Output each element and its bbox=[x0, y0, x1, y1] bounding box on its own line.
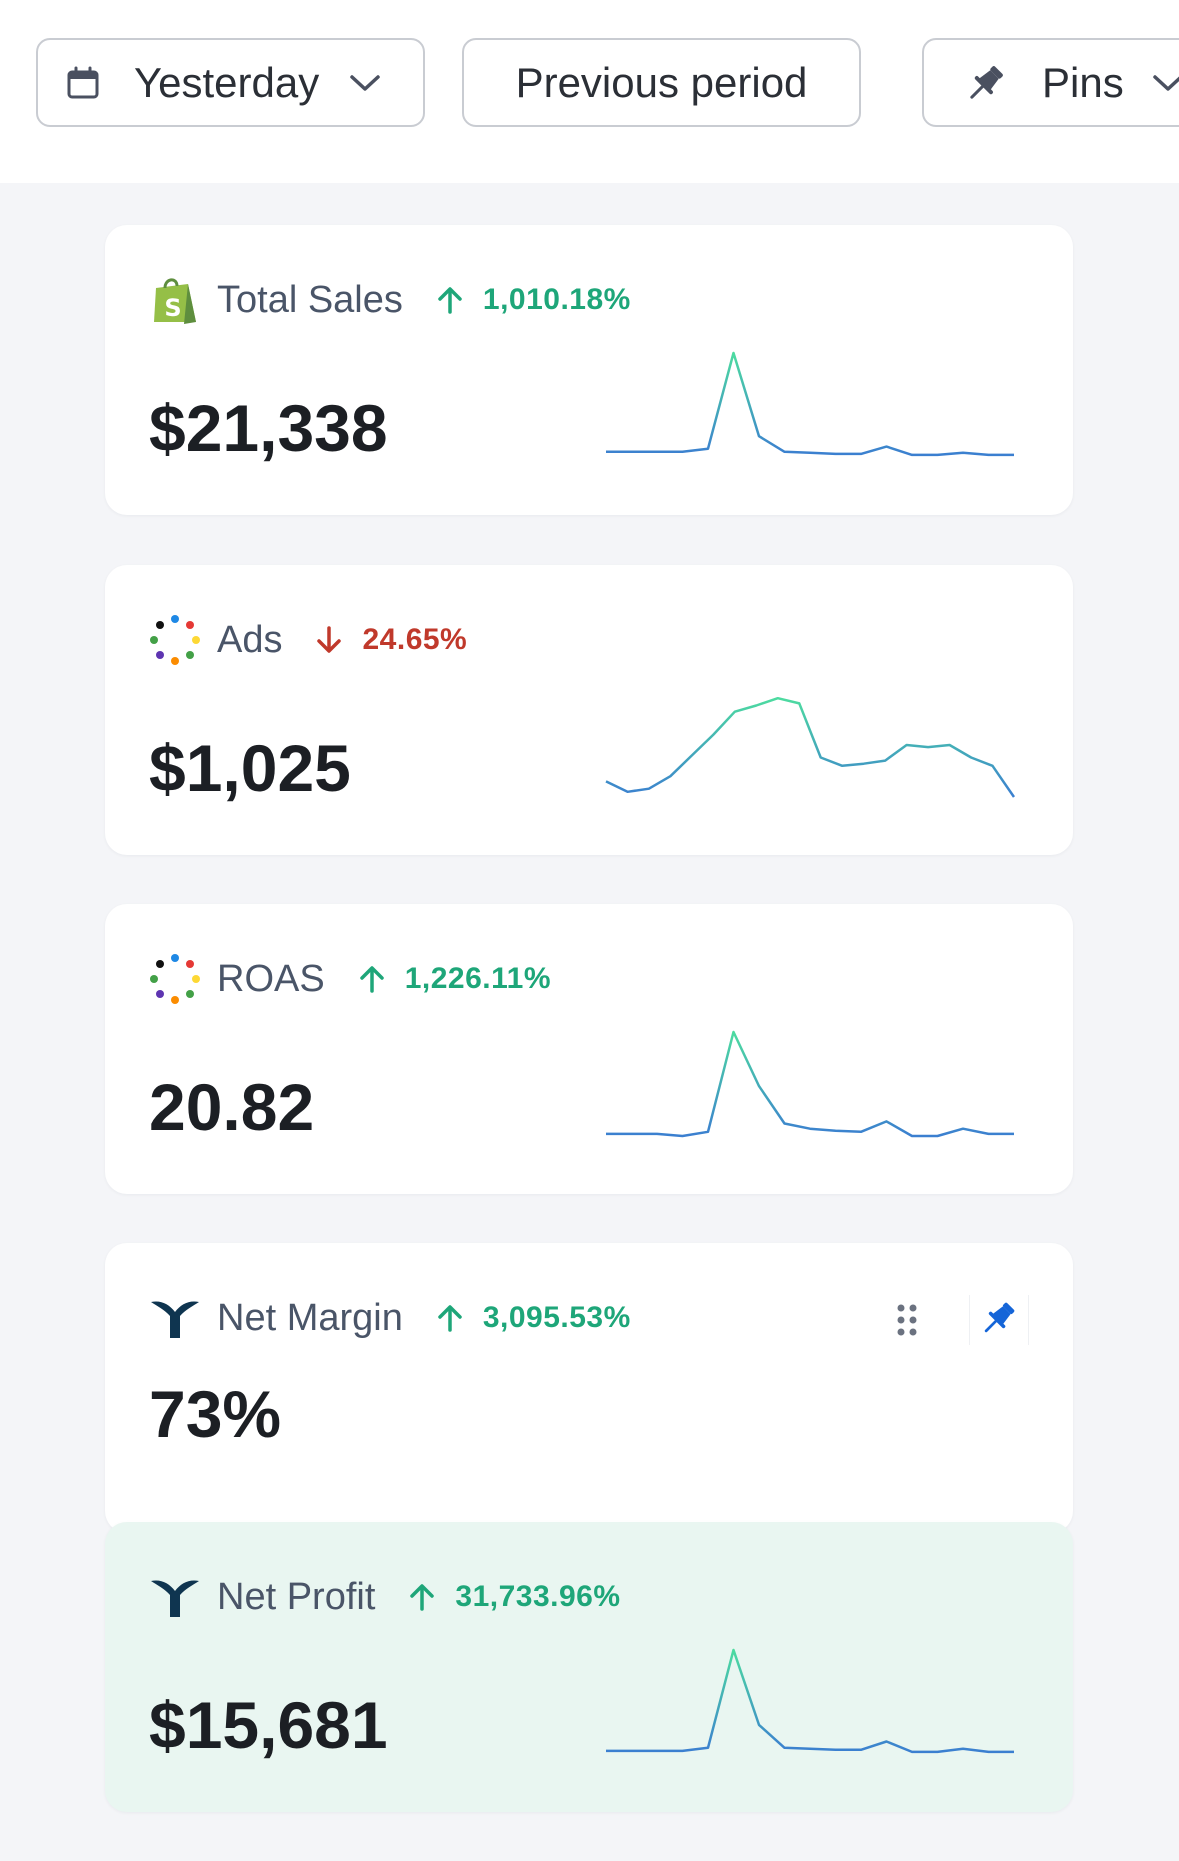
sparkline-chart bbox=[606, 351, 1014, 457]
compare-period-label: Previous period bbox=[515, 58, 808, 106]
change-value: 1,226.11% bbox=[404, 962, 551, 995]
triple-whale-icon bbox=[149, 1571, 201, 1623]
pin-icon bbox=[964, 61, 1008, 105]
card-header: S Total Sales 1,010.18% bbox=[149, 275, 631, 325]
ads-dots-icon bbox=[149, 953, 201, 1005]
shopify-icon: S bbox=[149, 274, 201, 326]
arrow-up-icon bbox=[437, 1304, 463, 1332]
filter-bar: Yesterday Previous period Pins bbox=[0, 0, 1179, 183]
ads-dots-icon bbox=[149, 614, 201, 666]
metric-value: $1,025 bbox=[149, 731, 351, 805]
compare-period-button[interactable]: Previous period bbox=[462, 38, 861, 127]
drag-handle-icon[interactable] bbox=[895, 1302, 919, 1338]
metric-value: 73% bbox=[149, 1377, 282, 1451]
arrow-up-icon bbox=[409, 1583, 435, 1611]
change-badge: 1,226.11% bbox=[359, 962, 551, 996]
change-value: 3,095.53% bbox=[482, 1301, 631, 1334]
pin-icon bbox=[979, 1298, 1019, 1343]
card-title: Net Profit bbox=[217, 1575, 376, 1618]
card-title: Ads bbox=[217, 618, 283, 661]
change-badge: 3,095.53% bbox=[437, 1301, 631, 1335]
sparkline-chart bbox=[606, 1648, 1014, 1754]
metric-card-net-margin[interactable]: Net Margin 3,095.53% bbox=[105, 1243, 1073, 1533]
card-title: ROAS bbox=[217, 957, 325, 1000]
change-badge: 31,733.96% bbox=[409, 1580, 620, 1614]
metric-value: $21,338 bbox=[149, 391, 388, 465]
card-header: ROAS 1,226.11% bbox=[149, 954, 551, 1004]
card-header: Net Margin 3,095.53% bbox=[149, 1293, 631, 1343]
sparkline-series bbox=[606, 1030, 1014, 1138]
metric-value: $15,681 bbox=[149, 1688, 388, 1762]
calendar-icon bbox=[66, 66, 100, 100]
date-range-label: Yesterday bbox=[134, 58, 320, 106]
date-range-dropdown[interactable]: Yesterday bbox=[36, 38, 425, 127]
change-badge: 24.65% bbox=[316, 623, 467, 657]
sparkline-series bbox=[605, 696, 1015, 798]
card-header: Ads 24.65% bbox=[149, 615, 467, 665]
sparkline-series bbox=[606, 351, 1014, 457]
svg-text:S: S bbox=[164, 294, 181, 322]
change-value: 24.65% bbox=[362, 623, 468, 656]
chevron-down-icon bbox=[349, 73, 381, 93]
metric-card-roas[interactable]: ROAS 1,226.11% 20.82 bbox=[105, 904, 1073, 1194]
card-actions bbox=[895, 1295, 1029, 1345]
card-title: Total Sales bbox=[217, 278, 403, 321]
pins-dropdown[interactable]: Pins bbox=[922, 38, 1179, 127]
card-header: Net Profit 31,733.96% bbox=[149, 1572, 621, 1622]
metric-card-net-profit[interactable]: Net Profit 31,733.96% $15,681 bbox=[105, 1522, 1073, 1812]
card-title: Net Margin bbox=[217, 1296, 403, 1339]
sparkline-chart bbox=[605, 696, 1015, 798]
arrow-up-icon bbox=[359, 965, 385, 993]
metric-card-ads[interactable]: Ads 24.65% $1,025 bbox=[105, 565, 1073, 855]
metric-card-total-sales[interactable]: S Total Sales 1,010.18% $21,338 bbox=[105, 225, 1073, 515]
pins-label: Pins bbox=[1042, 58, 1124, 106]
unpin-button[interactable] bbox=[969, 1295, 1029, 1345]
sparkline-chart bbox=[606, 1030, 1014, 1138]
metric-value: 20.82 bbox=[149, 1070, 315, 1144]
arrow-down-icon bbox=[316, 626, 342, 654]
chevron-down-icon bbox=[1152, 73, 1179, 93]
arrow-up-icon bbox=[437, 286, 463, 314]
change-value: 1,010.18% bbox=[482, 283, 631, 316]
sparkline-series bbox=[606, 1648, 1014, 1754]
change-value: 31,733.96% bbox=[455, 1580, 621, 1613]
triple-whale-icon bbox=[149, 1292, 201, 1344]
change-badge: 1,010.18% bbox=[437, 283, 631, 317]
